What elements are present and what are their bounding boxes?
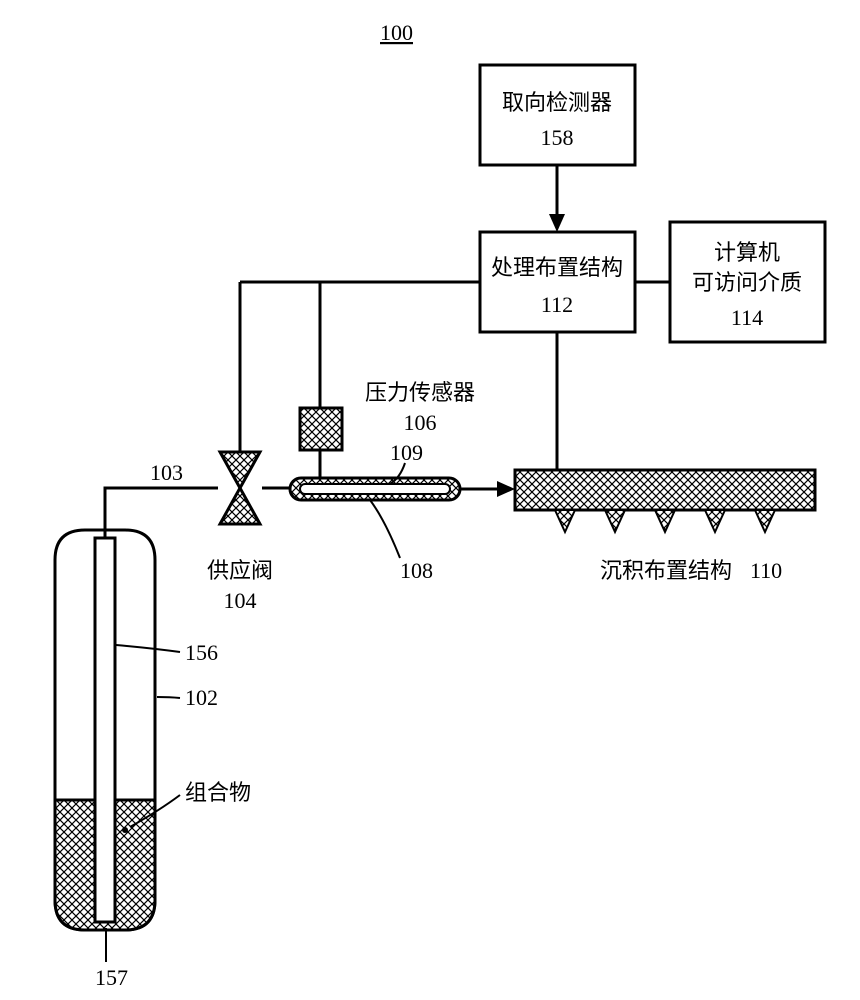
container-node (55, 530, 155, 930)
pipe-channel-node (290, 478, 460, 500)
orientation-detector-node: 取向检测器 158 (480, 65, 635, 165)
composition-label: 组合物 (185, 780, 251, 805)
computer-medium-ref: 114 (731, 305, 763, 330)
pipe-inner-ref: 109 (390, 440, 423, 465)
supply-line-ref: 103 (150, 460, 183, 485)
diagram-ref: 100 (380, 20, 413, 45)
pressure-sensor-label: 压力传感器 (365, 380, 475, 405)
deposition-arrangement-ref: 110 (750, 558, 782, 583)
deposition-arrangement-node: 沉积布置结构 110 (515, 470, 815, 583)
supply-valve-ref: 104 (224, 588, 257, 613)
edge-158-to-112 (549, 165, 565, 232)
pressure-sensor-ref: 106 (404, 410, 437, 435)
inner-tube-ref: 156 (185, 640, 218, 665)
container-ref: 102 (185, 685, 218, 710)
pipe-outer-ref: 108 (400, 558, 433, 583)
container-bottom-ref: 157 (95, 965, 128, 990)
pressure-sensor-node: 压力传感器 106 (300, 380, 475, 450)
system-diagram: 100 取向检测器 158 处理布置结构 112 计算机 可访问介质 114 压… (0, 0, 860, 1000)
processing-arrangement-label: 处理布置结构 (491, 255, 623, 280)
arrowhead-to-deposition (497, 481, 515, 497)
computer-medium-node: 计算机 可访问介质 114 (670, 222, 825, 342)
processing-arrangement-ref: 112 (541, 292, 573, 317)
supply-valve-label: 供应阀 (207, 558, 273, 583)
processing-arrangement-node: 处理布置结构 112 (480, 232, 635, 332)
supply-valve-node: 供应阀 104 (207, 452, 273, 613)
computer-medium-label1: 计算机 (714, 240, 780, 265)
callout-108 (370, 500, 400, 558)
computer-medium-label2: 可访问介质 (692, 270, 802, 295)
orientation-detector-label: 取向检测器 (502, 90, 612, 115)
orientation-detector-ref: 158 (541, 125, 574, 150)
deposition-arrangement-label: 沉积布置结构 (600, 558, 732, 583)
callout-102 (157, 697, 180, 698)
